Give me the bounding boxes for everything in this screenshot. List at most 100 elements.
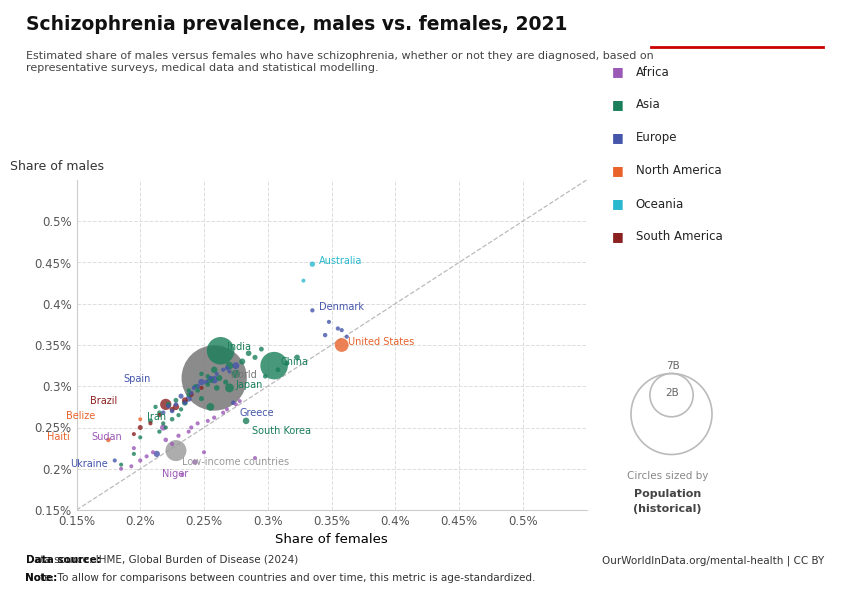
Text: Iran: Iran <box>146 412 166 422</box>
Text: Niger: Niger <box>162 469 189 479</box>
Text: Data source:: Data source: <box>26 555 100 565</box>
Point <box>139 452 153 461</box>
Point <box>248 353 262 362</box>
Point <box>213 346 227 356</box>
Text: United States: United States <box>348 337 414 347</box>
Text: Denmark: Denmark <box>319 302 364 312</box>
Point <box>178 395 191 405</box>
Point <box>241 349 255 358</box>
Point <box>220 363 234 373</box>
Point <box>156 419 170 428</box>
Point <box>335 325 348 335</box>
Point <box>229 369 243 379</box>
Point <box>144 416 157 426</box>
Text: Sudan: Sudan <box>92 433 122 442</box>
Point <box>235 356 249 366</box>
Point <box>165 439 178 449</box>
Point <box>290 353 304 362</box>
Point <box>174 404 188 414</box>
Text: Japan: Japan <box>236 380 264 389</box>
Point <box>233 396 246 406</box>
Point <box>169 402 183 412</box>
Point <box>216 365 230 374</box>
Point <box>210 383 224 392</box>
Point <box>172 431 185 440</box>
Text: ■: ■ <box>612 131 624 145</box>
Text: World: World <box>230 370 258 380</box>
Point <box>165 404 178 414</box>
Text: ■: ■ <box>612 230 624 244</box>
Point <box>219 377 233 387</box>
Text: China: China <box>280 358 309 367</box>
Point <box>240 416 253 426</box>
Point <box>201 371 214 381</box>
Point <box>195 377 208 387</box>
Text: Australia: Australia <box>319 256 362 266</box>
Point <box>190 419 204 428</box>
Point <box>318 330 332 340</box>
Point <box>207 375 221 385</box>
Point <box>184 390 198 400</box>
Point <box>229 400 243 409</box>
Point <box>165 406 178 416</box>
Point <box>340 332 354 341</box>
Point <box>201 416 214 426</box>
Point <box>280 358 294 368</box>
Text: Spain: Spain <box>123 374 150 384</box>
Text: Greece: Greece <box>240 407 275 418</box>
Point <box>207 373 221 383</box>
Point <box>210 369 224 379</box>
Point <box>150 449 163 458</box>
Point <box>255 344 269 354</box>
Point <box>152 410 166 420</box>
Text: 7B: 7B <box>666 361 679 371</box>
Text: Brazil: Brazil <box>90 396 117 406</box>
Text: Circles sized by: Circles sized by <box>626 471 708 481</box>
Point <box>127 449 140 458</box>
Point <box>207 365 221 374</box>
Point <box>195 394 208 403</box>
Point <box>178 398 191 407</box>
Point <box>156 422 170 432</box>
Point <box>152 408 166 418</box>
Point <box>114 464 128 473</box>
Point <box>297 276 310 286</box>
Point <box>184 422 198 432</box>
Text: Haiti: Haiti <box>48 431 71 442</box>
Point <box>182 394 196 403</box>
Point <box>190 386 204 395</box>
Point <box>133 422 147 432</box>
Point <box>197 448 211 457</box>
Text: Belize: Belize <box>66 411 95 421</box>
Point <box>172 410 185 420</box>
Point <box>201 380 214 389</box>
Point <box>223 383 236 392</box>
Point <box>133 415 147 424</box>
Point <box>216 408 230 418</box>
Text: Estimated share of males versus females who have schizophrenia, whether or not t: Estimated share of males versus females … <box>26 51 654 73</box>
Point <box>178 398 191 407</box>
Text: South America: South America <box>636 230 722 244</box>
Text: Share of males: Share of males <box>10 160 105 173</box>
Text: ■: ■ <box>612 65 624 79</box>
Text: 2B: 2B <box>666 388 679 398</box>
Point <box>162 401 175 411</box>
Text: ■: ■ <box>612 164 624 178</box>
Point <box>306 259 320 269</box>
Point <box>188 457 201 467</box>
Point <box>159 435 173 445</box>
Point <box>223 361 236 370</box>
Point <box>159 400 173 409</box>
Text: (historical): (historical) <box>633 504 701 514</box>
Point <box>203 402 217 412</box>
Point <box>212 373 226 383</box>
Text: Note: To allow for comparisons between countries and over time, this metric is a: Note: To allow for comparisons between c… <box>26 573 535 583</box>
Point <box>149 402 162 412</box>
Point <box>258 371 272 381</box>
Point <box>220 404 234 414</box>
Text: Low-income countries: Low-income countries <box>182 457 290 467</box>
Point <box>190 382 204 391</box>
Text: OurWorldInData.org/mental-health | CC BY: OurWorldInData.org/mental-health | CC BY <box>603 555 824 565</box>
Point <box>156 408 170 418</box>
Point <box>152 427 166 436</box>
